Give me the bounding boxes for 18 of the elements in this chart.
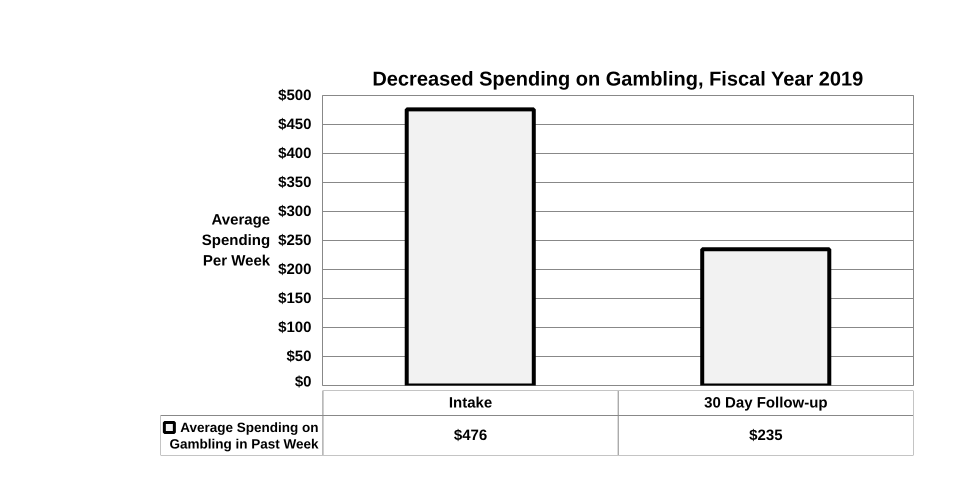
x-tick-label: Intake	[448, 394, 492, 412]
y-tick-label: $300	[278, 203, 312, 220]
y-tick-label: $100	[278, 319, 312, 336]
y-tick-label: $400	[278, 145, 312, 162]
x-tick-label: 30 Day Follow-up	[704, 394, 828, 412]
y-tick-label: $450	[278, 116, 312, 133]
y-tick-label: $0	[294, 374, 312, 390]
data-label: $476	[454, 427, 488, 444]
y-tick-label: $500	[278, 87, 312, 104]
y-tick-label: $350	[278, 174, 312, 191]
y-tick-label: $250	[278, 232, 312, 249]
y-axis-title: Average Spending Per Week	[202, 212, 271, 270]
chart-title: Decreased Spending on Gambling, Fiscal Year 2019	[372, 68, 864, 90]
legend-label: Average Spending on Gambling in Past Week	[169, 420, 319, 452]
y-tick-label: $150	[278, 290, 312, 307]
data-label: $235	[749, 427, 783, 444]
y-tick-label: $200	[278, 261, 312, 278]
y-tick-label: $50	[286, 348, 312, 365]
